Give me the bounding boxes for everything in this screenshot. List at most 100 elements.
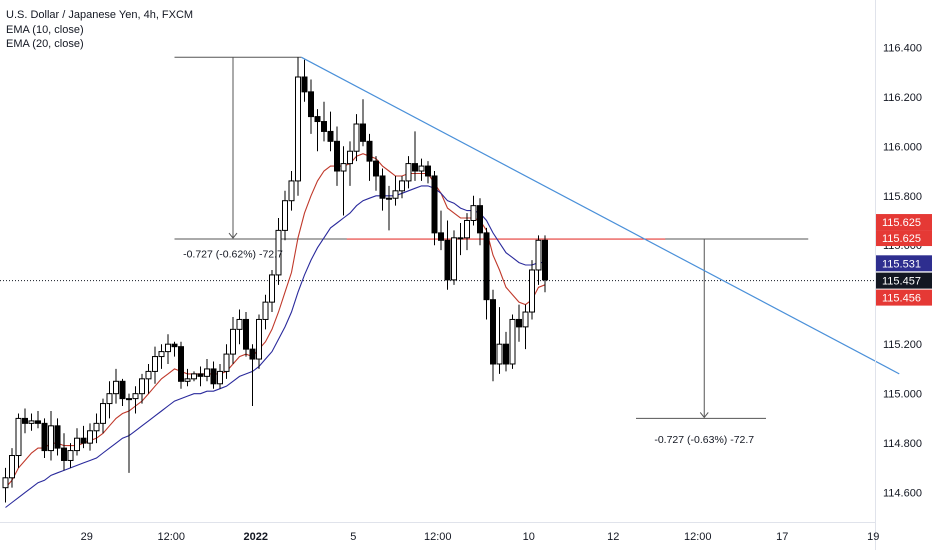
price-label-text: 115.456 [882, 293, 921, 305]
candle-body [425, 165, 431, 177]
candle-body [295, 76, 301, 182]
candle [470, 195, 477, 226]
candle [191, 371, 197, 382]
chart-legend: U.S. Dollar / Japanese Yen, 4h, FXCM EMA… [6, 8, 193, 52]
candle-body [334, 140, 340, 172]
candle [444, 220, 451, 290]
candle [314, 109, 321, 152]
x-tick-label: 19 [867, 531, 879, 543]
candle [301, 59, 308, 102]
candle-body [158, 351, 165, 358]
ema10-legend[interactable]: EMA (10, close) [6, 23, 84, 36]
candle-body [2, 477, 9, 489]
candle-body [139, 378, 145, 395]
candle-body [22, 417, 28, 424]
candle [392, 175, 399, 206]
measure-tools [174, 56, 766, 419]
candle [516, 304, 522, 342]
candle-body [113, 380, 119, 395]
x-tick-label: 17 [776, 531, 788, 543]
ema20-line [5, 185, 545, 508]
candle [483, 227, 490, 320]
x-tick-label: 29 [81, 531, 93, 543]
y-tick-label: 114.600 [883, 488, 922, 500]
symbol-title[interactable]: U.S. Dollar / Japanese Yen, 4h, FXCM [6, 9, 194, 21]
candle [288, 171, 295, 211]
descending-trendline [300, 56, 900, 375]
candle [100, 398, 106, 434]
candle-body [178, 346, 184, 382]
x-tick-label: 5 [350, 531, 356, 543]
price-label: 115.531 [876, 255, 932, 272]
candle [457, 222, 464, 256]
price-label-text: 115.457 [882, 276, 921, 288]
candle-body [503, 343, 509, 365]
candle-body [431, 175, 438, 234]
y-tick-label: 115.200 [883, 339, 922, 351]
y-tick-label: 116.200 [883, 92, 922, 104]
candle [210, 361, 217, 389]
measure-right-label: -0.727 (-0.63%) -72.7 [654, 434, 754, 446]
candle-body [184, 378, 191, 382]
candle [399, 175, 405, 199]
price-label-bg [876, 230, 932, 247]
measure-left-label: -0.727 (-0.62%) -72.7 [183, 249, 283, 261]
y-tick-label: 114.800 [883, 438, 922, 450]
candle-body [353, 123, 360, 152]
candle [243, 312, 249, 357]
x-tick-label: 12 [607, 531, 619, 543]
candle [67, 443, 74, 468]
candle-body [256, 318, 262, 360]
y-tick-label: 115.000 [883, 389, 922, 401]
candle [308, 79, 314, 134]
candle [48, 410, 54, 461]
candle-body [74, 437, 80, 452]
candle-body [392, 190, 399, 199]
candle [379, 168, 386, 211]
price-label: 115.625 [876, 214, 932, 231]
candle [490, 289, 496, 382]
candle-body [288, 180, 295, 202]
candle [321, 101, 327, 142]
candle-body [152, 356, 158, 372]
ema20-legend[interactable]: EMA (20, close) [6, 38, 84, 50]
candle-body [301, 76, 308, 93]
candle-body [373, 160, 379, 177]
candle-body [171, 343, 178, 348]
candle-body [41, 422, 48, 452]
annotations-layer: -0.727 (-0.62%) -72.7 -0.727 (-0.63%) -72… [183, 249, 754, 447]
candle [282, 190, 288, 241]
candle [366, 133, 373, 181]
price-label-bg [876, 272, 932, 289]
candle [340, 146, 347, 216]
candle [217, 363, 223, 389]
candle-body [275, 229, 282, 276]
candle-body [327, 130, 334, 142]
candle-body [542, 239, 548, 281]
candle-body [490, 299, 496, 365]
candle-body [308, 91, 314, 118]
candle-body [145, 370, 152, 380]
candle [496, 307, 503, 374]
candle [535, 235, 542, 285]
ema-layer [5, 153, 546, 508]
price-label-bg [876, 289, 932, 306]
candle-body [28, 420, 35, 424]
candle [262, 294, 269, 330]
candle [61, 433, 67, 471]
candle-body [366, 140, 373, 162]
x-tick-label: 12:00 [684, 531, 712, 543]
candle-body [262, 301, 269, 320]
price-label-text: 115.531 [882, 258, 921, 270]
candle [132, 386, 139, 414]
candle [54, 418, 61, 456]
candle-body [509, 318, 516, 365]
candle-body [529, 269, 535, 313]
candle [522, 304, 529, 350]
candle-body [347, 150, 353, 165]
candle [327, 111, 334, 152]
candle-body [210, 368, 217, 385]
candle [145, 363, 152, 394]
candle [22, 408, 28, 434]
